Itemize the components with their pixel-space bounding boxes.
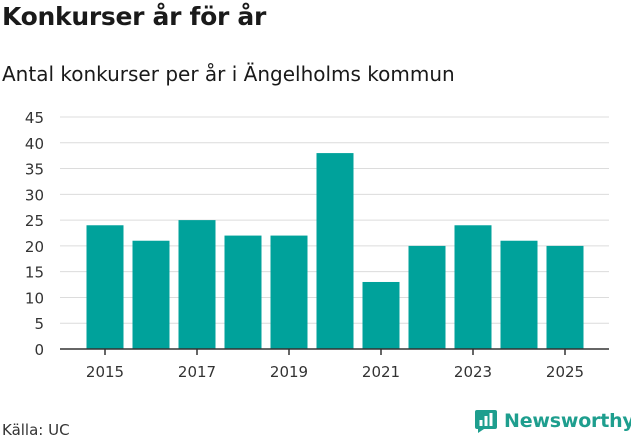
newsworthy-logo-icon [475,410,497,433]
brand-name: Newsworthy [504,410,631,432]
x-tick-label: 2025 [546,363,584,381]
bar-2023 [454,225,492,349]
y-tick-label: 40 [25,135,44,153]
bar-2015 [86,225,124,349]
x-tick-label: 2015 [86,363,124,381]
x-tick-label: 2017 [178,363,216,381]
y-tick-label: 30 [25,186,44,204]
bar-2018 [224,235,262,349]
x-tick-label: 2021 [362,363,400,381]
y-axis-ticks: 0 5 10 15 20 25 30 35 40 45 [25,109,44,359]
y-tick-label: 5 [34,315,44,333]
bar-2019 [270,235,308,349]
x-tick-label: 2023 [454,363,492,381]
bars [86,153,584,349]
bar-2022 [408,245,446,349]
chart-subtitle: Antal konkurser per år i Ängelholms komm… [2,62,455,86]
bar-2025 [546,245,584,349]
y-tick-label: 15 [25,264,44,282]
y-tick-label: 10 [25,289,44,307]
chart-title: Konkurser år för år [2,2,267,31]
bar-2021 [362,281,400,349]
bar-2020 [316,153,354,349]
bar-2024 [500,240,538,349]
y-tick-label: 20 [25,238,44,256]
y-tick-label: 0 [34,341,44,359]
source-note: Källa: UC [2,421,70,439]
bar-2016 [132,240,170,349]
bar-2017 [178,220,216,349]
y-tick-label: 35 [25,161,44,179]
x-axis-ticks: 2015 2017 2019 2021 2023 2025 [86,349,584,381]
y-tick-label: 25 [25,212,44,230]
x-tick-label: 2019 [270,363,308,381]
brand-logo: Newsworthy [474,406,631,436]
y-tick-label: 45 [25,109,44,127]
